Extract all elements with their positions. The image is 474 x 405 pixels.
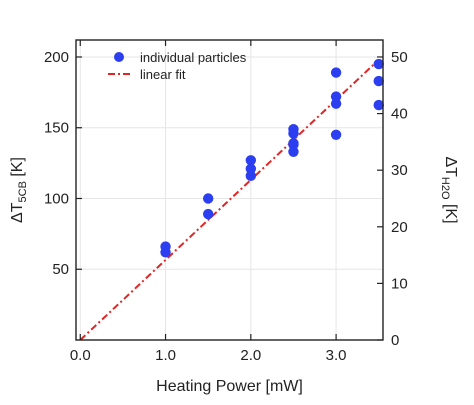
y2-tick-label: 0 xyxy=(391,332,399,349)
y-tick-label: 150 xyxy=(44,120,69,137)
legend-label-linear-fit: linear fit xyxy=(140,67,186,82)
data-point xyxy=(330,67,342,78)
y2-axis-title-suffix: [K] xyxy=(442,200,459,224)
y-tick-label: 50 xyxy=(52,261,69,278)
data-point xyxy=(202,193,214,204)
data-points-layer xyxy=(160,58,384,258)
data-point xyxy=(373,75,384,87)
y2-tick-label: 40 xyxy=(391,106,408,123)
y-axis-title-left: ΔT5CB [K] xyxy=(9,157,29,223)
data-point xyxy=(373,99,384,111)
y2-axis-title-prefix: ΔT xyxy=(442,156,459,177)
data-point xyxy=(245,155,257,166)
data-point xyxy=(288,128,299,139)
x-axis-title: Heating Power [mW] xyxy=(156,378,303,395)
legend-marker-individual-particles xyxy=(114,52,124,62)
x-tick-label: 2.0 xyxy=(240,347,261,364)
data-point xyxy=(330,98,342,109)
y-axis-title-prefix: ΔT xyxy=(9,202,26,223)
y-axis-title-subscript: 5CB xyxy=(17,181,29,202)
y2-tick-label: 20 xyxy=(391,219,408,236)
axis-ticks: 0.0 1.0 2.0 3.0 50 100 150 200 0 10 20 30 40 50 xyxy=(44,40,408,364)
y-tick-label: 100 xyxy=(44,190,69,207)
data-point xyxy=(202,208,214,220)
legend: individual particles linear fit xyxy=(108,50,247,82)
x-tick-label: 3.0 xyxy=(326,347,347,364)
y-axis-title-right: ΔTH2O [K] xyxy=(439,156,459,223)
data-point xyxy=(288,139,299,150)
x-tick-label: 1.0 xyxy=(155,347,176,364)
y2-tick-label: 10 xyxy=(391,275,408,292)
data-point xyxy=(245,170,257,182)
data-point xyxy=(160,247,171,258)
y-axis-title-suffix: [K] xyxy=(9,157,26,181)
grid-lines xyxy=(76,40,383,340)
linear-fit-line xyxy=(79,59,380,341)
plot-frame xyxy=(75,39,384,341)
linear-fit-layer xyxy=(79,59,380,341)
data-point xyxy=(373,58,384,70)
data-point xyxy=(330,129,342,141)
y-tick-label: 200 xyxy=(44,49,69,66)
y2-axis-title-subscript: H2O xyxy=(439,177,451,200)
legend-label-individual-particles: individual particles xyxy=(140,50,247,65)
x-tick-label: 0.0 xyxy=(70,347,91,364)
y2-tick-label: 50 xyxy=(391,49,408,66)
y2-tick-label: 30 xyxy=(391,162,408,179)
